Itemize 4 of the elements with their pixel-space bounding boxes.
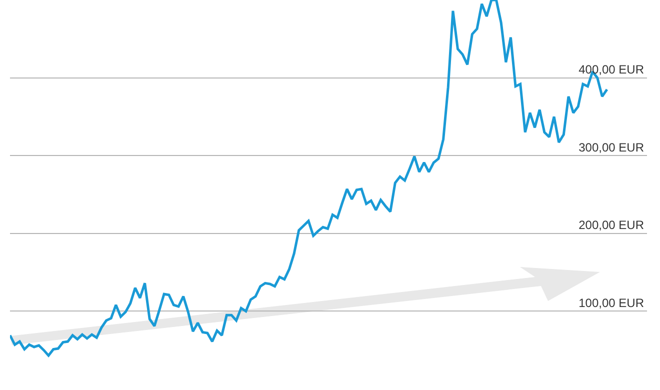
y-tick-label: 400,00 EUR: [578, 62, 644, 77]
y-tick-label: 200,00 EUR: [578, 218, 644, 232]
y-tick-label: 100,00 EUR: [578, 296, 644, 310]
y-tick-label: 300,00 EUR: [578, 140, 644, 154]
